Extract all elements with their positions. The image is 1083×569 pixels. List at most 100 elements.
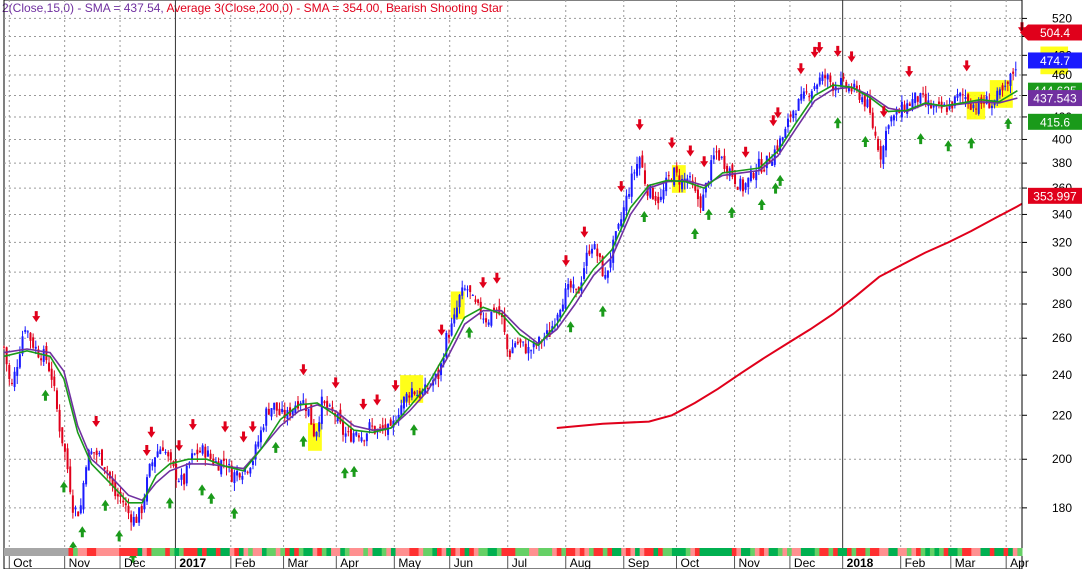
- strip-cell: [653, 548, 659, 556]
- candle-body: [908, 103, 911, 106]
- strip-cell: [635, 548, 641, 556]
- candle-body: [675, 166, 678, 173]
- up-arrow-shape: [207, 492, 216, 504]
- candle-body: [275, 402, 278, 411]
- strip-cell: [883, 548, 889, 556]
- x-tick-label: Dec: [794, 556, 815, 569]
- strip-cell: [174, 548, 180, 556]
- strip-cell: [298, 548, 304, 556]
- candle-body: [100, 449, 103, 466]
- candle-body: [667, 175, 670, 177]
- up-arrow-shape: [41, 389, 50, 401]
- strip-cell: [137, 548, 143, 556]
- down-arrow: [833, 45, 842, 57]
- strip-cell: [837, 548, 843, 556]
- up-arrow: [299, 435, 308, 447]
- candle-body: [193, 453, 196, 455]
- strip-cell: [501, 548, 507, 556]
- strip-cell: [151, 548, 157, 556]
- candle-body: [503, 314, 506, 333]
- candle-body: [903, 104, 906, 112]
- candle-body: [458, 294, 461, 308]
- up-arrow: [598, 305, 607, 317]
- candle-body: [649, 185, 652, 198]
- pattern-label: Bearish Shooting Star: [386, 1, 503, 15]
- y-tick-label: 220: [1052, 408, 1072, 422]
- candle-body: [450, 323, 453, 336]
- strip-cell: [925, 548, 931, 556]
- strip-cell: [335, 548, 341, 556]
- down-arrow-shape: [686, 145, 695, 157]
- candle-body: [355, 432, 358, 436]
- candle-body: [641, 155, 644, 168]
- candle-body: [251, 461, 254, 465]
- y-tick-label: 340: [1052, 207, 1072, 221]
- up-arrow-shape: [757, 199, 766, 211]
- strip-cell: [381, 548, 387, 556]
- up-arrow: [409, 424, 418, 436]
- candle-body: [74, 507, 77, 510]
- strip-cell: [989, 548, 995, 556]
- up-arrow: [690, 228, 699, 240]
- candle-body: [69, 466, 72, 493]
- down-arrow-shape: [32, 311, 41, 323]
- candle-body: [66, 448, 69, 470]
- candle-body: [651, 187, 654, 200]
- candle-body: [236, 470, 239, 476]
- candle-body: [363, 440, 366, 442]
- strip-cell: [354, 548, 360, 556]
- candle-body: [291, 409, 294, 415]
- candle-body: [609, 259, 612, 268]
- strip-cell: [994, 548, 1000, 556]
- candle-body: [185, 465, 188, 484]
- x-tick-label: Feb: [235, 556, 256, 569]
- up-arrow: [465, 326, 474, 338]
- candle-body: [281, 408, 284, 413]
- candle-body: [630, 173, 633, 197]
- strip-cell: [676, 548, 682, 556]
- strip-cell: [409, 548, 415, 556]
- strip-cell: [690, 548, 696, 556]
- candle-body: [545, 330, 548, 334]
- candle-body: [34, 346, 37, 349]
- candle-body: [349, 428, 352, 442]
- candle-body: [177, 480, 180, 482]
- candle-body: [140, 505, 143, 514]
- down-arrow-shape: [147, 426, 156, 438]
- up-arrow: [115, 530, 124, 542]
- strip-cell: [575, 548, 581, 556]
- down-arrow: [810, 46, 819, 58]
- candle-body: [800, 94, 803, 101]
- down-arrow: [905, 66, 914, 78]
- strip-cell: [952, 548, 959, 556]
- strip-cell: [105, 548, 111, 556]
- strip-cell: [547, 548, 553, 556]
- candle-body: [408, 395, 411, 398]
- strip-cell: [538, 548, 544, 556]
- strip-cell: [598, 548, 604, 556]
- down-arrow-shape: [492, 272, 501, 284]
- price-label-bg: [1028, 187, 1082, 204]
- sma200-label: Average 3(Close,200,0) - SMA = 354.00,: [166, 1, 383, 15]
- y-tick-label: 320: [1052, 235, 1072, 249]
- candle-body: [874, 131, 877, 136]
- candle-body: [712, 155, 715, 160]
- strip-cell: [400, 548, 406, 556]
- candle-body: [61, 427, 64, 444]
- candle-body: [961, 94, 964, 96]
- x-tick-label: Dec: [124, 556, 145, 569]
- candle-body: [90, 451, 93, 454]
- candle-body: [633, 172, 636, 174]
- strip-cell: [777, 548, 783, 556]
- strip-cell: [565, 548, 572, 556]
- candle-body: [424, 384, 427, 395]
- up-arrow: [727, 206, 736, 218]
- candle-body: [617, 223, 620, 229]
- candle-body: [797, 98, 800, 111]
- strip-cell: [962, 548, 968, 556]
- candle-body: [331, 407, 334, 411]
- candle-body: [879, 146, 882, 160]
- candle-body: [233, 472, 236, 484]
- candle-body: [130, 514, 133, 523]
- candle-body: [694, 184, 697, 191]
